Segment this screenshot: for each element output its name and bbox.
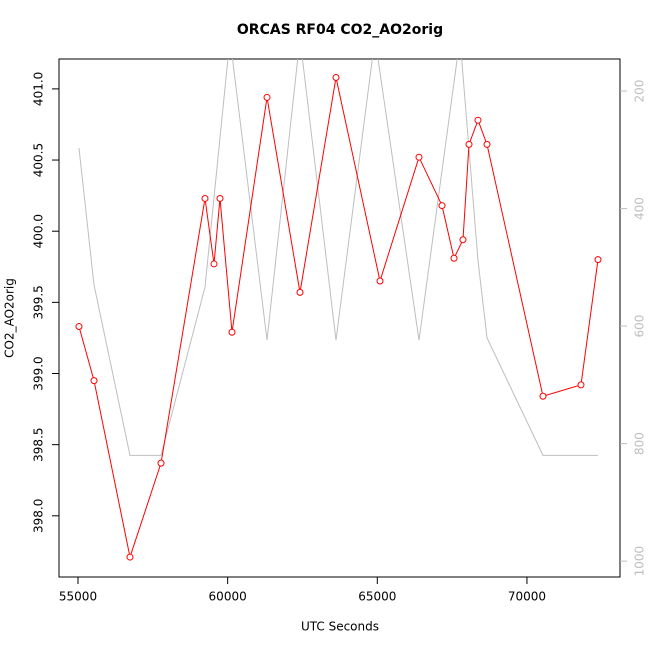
data-point bbox=[228, 328, 236, 336]
series-line bbox=[78, 77, 599, 560]
data-point bbox=[126, 553, 134, 561]
x-tick-label: 55000 bbox=[59, 590, 97, 604]
data-point bbox=[415, 153, 423, 161]
x-tick-label: 60000 bbox=[209, 590, 247, 604]
chart-title: ORCAS RF04 CO2_AO2orig bbox=[237, 22, 443, 38]
y-axis-label: CO2_AO2orig bbox=[3, 278, 17, 358]
y2-tick-label: 800 bbox=[633, 432, 647, 455]
data-point bbox=[459, 236, 467, 244]
y-tick-label: 399.0 bbox=[32, 356, 46, 390]
x-tick-label: 70000 bbox=[508, 590, 546, 604]
y-tick-label: 398.5 bbox=[32, 427, 46, 461]
data-point bbox=[332, 74, 340, 81]
plot-area bbox=[75, 59, 602, 561]
data-point bbox=[474, 116, 482, 124]
data-point bbox=[465, 140, 473, 148]
y-tick-label: 399.5 bbox=[32, 285, 46, 319]
data-point bbox=[483, 140, 491, 148]
y-tick-label: 400.0 bbox=[32, 214, 46, 248]
data-point bbox=[201, 194, 209, 202]
data-point bbox=[539, 392, 547, 400]
data-point bbox=[376, 277, 384, 285]
y2-tick-label: 400 bbox=[633, 197, 647, 220]
data-point bbox=[90, 377, 98, 385]
y2-tick-label: 200 bbox=[633, 80, 647, 103]
x-tick-label: 65000 bbox=[358, 590, 396, 604]
y2-tick-label: 600 bbox=[633, 315, 647, 338]
y2-tick-label: 1000 bbox=[633, 546, 647, 577]
data-point bbox=[438, 202, 446, 210]
data-point bbox=[216, 194, 224, 202]
x-axis-label: UTC Seconds bbox=[301, 620, 379, 634]
data-point bbox=[157, 459, 165, 467]
data-point bbox=[75, 323, 83, 331]
data-point bbox=[263, 93, 271, 101]
y-tick-label: 400.5 bbox=[32, 143, 46, 177]
y-tick-label: 401.0 bbox=[32, 72, 46, 106]
data-point bbox=[450, 254, 458, 262]
plot-frame bbox=[58, 58, 621, 578]
data-point bbox=[577, 381, 585, 389]
series-line bbox=[78, 59, 599, 456]
data-point bbox=[296, 288, 304, 296]
data-point bbox=[210, 260, 218, 268]
data-point bbox=[594, 256, 602, 264]
y-tick-label: 398.0 bbox=[32, 499, 46, 533]
